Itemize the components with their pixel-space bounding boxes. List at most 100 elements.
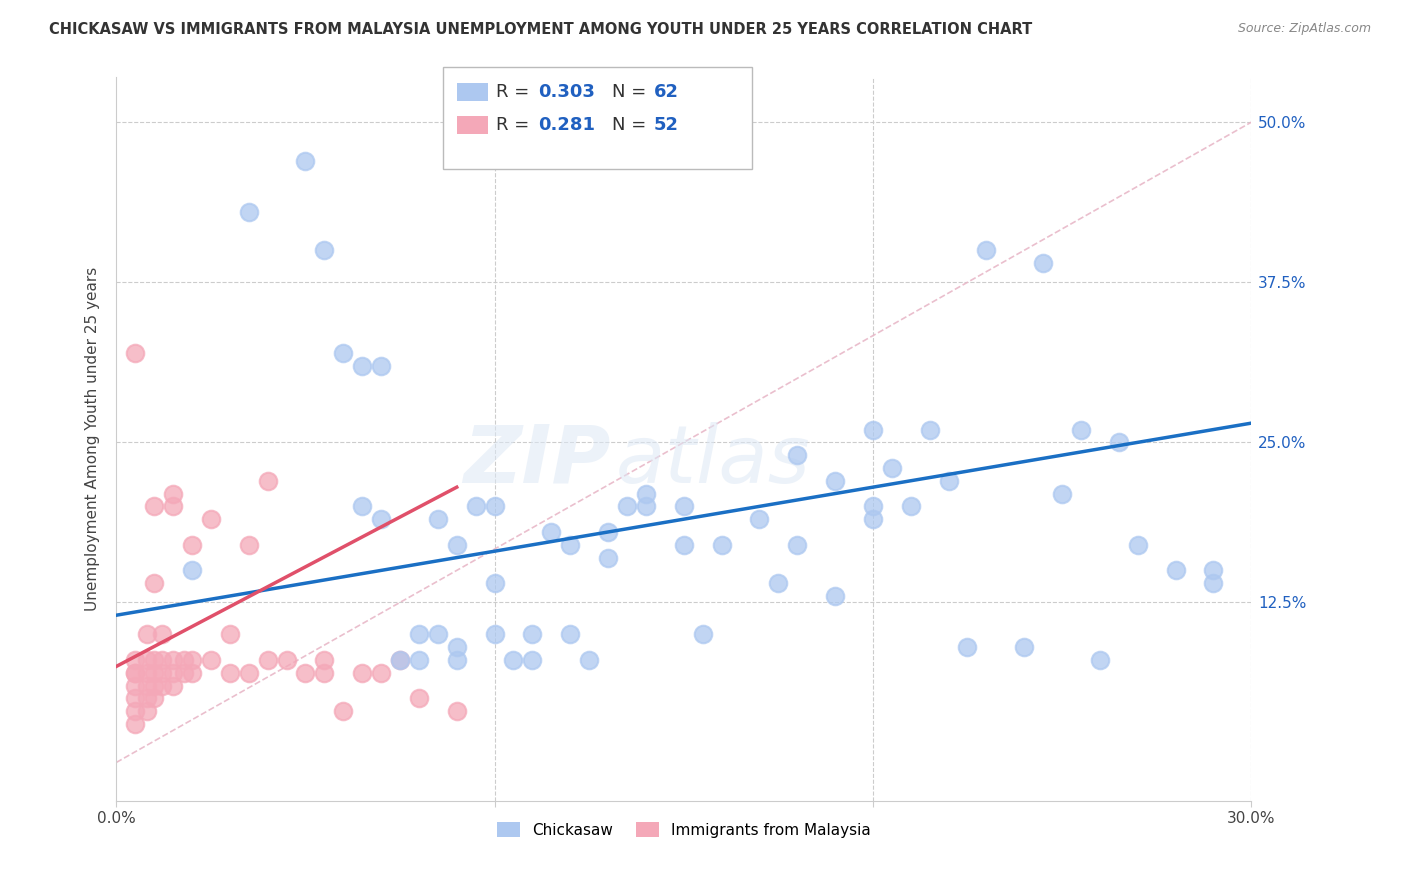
Point	[218, 627, 240, 641]
Point	[276, 653, 298, 667]
Point	[370, 359, 392, 373]
Point	[862, 512, 884, 526]
Point	[181, 538, 204, 552]
Point	[143, 665, 166, 680]
Point	[1202, 563, 1225, 577]
Point	[484, 500, 506, 514]
Point	[522, 653, 544, 667]
Point	[672, 538, 695, 552]
Point	[173, 665, 195, 680]
Point	[976, 244, 998, 258]
Point	[408, 691, 430, 706]
Point	[1070, 423, 1092, 437]
Point	[862, 423, 884, 437]
Point	[238, 665, 260, 680]
Text: ZIP: ZIP	[463, 422, 610, 500]
Point	[135, 691, 157, 706]
Point	[135, 653, 157, 667]
Point	[150, 679, 173, 693]
Point	[181, 563, 204, 577]
Point	[918, 423, 941, 437]
Text: N =: N =	[612, 116, 651, 134]
Point	[560, 538, 582, 552]
Text: 52: 52	[654, 116, 679, 134]
Point	[162, 486, 184, 500]
Point	[143, 679, 166, 693]
Point	[1108, 435, 1130, 450]
Point	[560, 627, 582, 641]
Point	[124, 704, 146, 718]
Y-axis label: Unemployment Among Youth under 25 years: Unemployment Among Youth under 25 years	[86, 267, 100, 611]
Point	[938, 474, 960, 488]
Point	[162, 665, 184, 680]
Point	[150, 627, 173, 641]
Point	[135, 679, 157, 693]
Point	[768, 576, 790, 591]
Point	[634, 500, 657, 514]
Point	[150, 653, 173, 667]
Point	[426, 627, 449, 641]
Point	[143, 500, 166, 514]
Point	[672, 500, 695, 514]
Point	[124, 345, 146, 359]
Point	[862, 500, 884, 514]
Point	[162, 653, 184, 667]
Point	[352, 665, 374, 680]
Text: 62: 62	[654, 83, 679, 101]
Point	[332, 704, 354, 718]
Point	[238, 205, 260, 219]
Point	[238, 538, 260, 552]
Point	[143, 691, 166, 706]
Point	[314, 653, 336, 667]
Point	[1088, 653, 1111, 667]
Point	[426, 512, 449, 526]
Point	[484, 576, 506, 591]
Point	[388, 653, 411, 667]
Point	[408, 627, 430, 641]
Text: N =: N =	[612, 83, 651, 101]
Point	[135, 665, 157, 680]
Point	[502, 653, 524, 667]
Point	[824, 589, 846, 603]
Point	[314, 244, 336, 258]
Point	[294, 665, 316, 680]
Point	[124, 717, 146, 731]
Point	[1050, 486, 1073, 500]
Point	[124, 691, 146, 706]
Point	[150, 665, 173, 680]
Point	[388, 653, 411, 667]
Point	[294, 153, 316, 168]
Point	[135, 704, 157, 718]
Point	[786, 538, 808, 552]
Point	[748, 512, 770, 526]
Point	[900, 500, 922, 514]
Point	[162, 679, 184, 693]
Text: Source: ZipAtlas.com: Source: ZipAtlas.com	[1237, 22, 1371, 36]
Point	[162, 500, 184, 514]
Point	[200, 653, 222, 667]
Point	[956, 640, 979, 655]
Point	[124, 653, 146, 667]
Point	[578, 653, 600, 667]
Point	[181, 665, 204, 680]
Point	[124, 665, 146, 680]
Point	[616, 500, 638, 514]
Point	[124, 679, 146, 693]
Point	[522, 627, 544, 641]
Point	[1164, 563, 1187, 577]
Point	[143, 653, 166, 667]
Legend: Chickasaw, Immigrants from Malaysia: Chickasaw, Immigrants from Malaysia	[491, 815, 877, 844]
Point	[596, 524, 619, 539]
Point	[256, 474, 278, 488]
Point	[143, 576, 166, 591]
Text: CHICKASAW VS IMMIGRANTS FROM MALAYSIA UNEMPLOYMENT AMONG YOUTH UNDER 25 YEARS CO: CHICKASAW VS IMMIGRANTS FROM MALAYSIA UN…	[49, 22, 1032, 37]
Point	[446, 538, 468, 552]
Point	[786, 448, 808, 462]
Point	[824, 474, 846, 488]
Point	[596, 550, 619, 565]
Point	[1032, 256, 1054, 270]
Point	[173, 653, 195, 667]
Text: R =: R =	[496, 83, 536, 101]
Point	[370, 665, 392, 680]
Point	[370, 512, 392, 526]
